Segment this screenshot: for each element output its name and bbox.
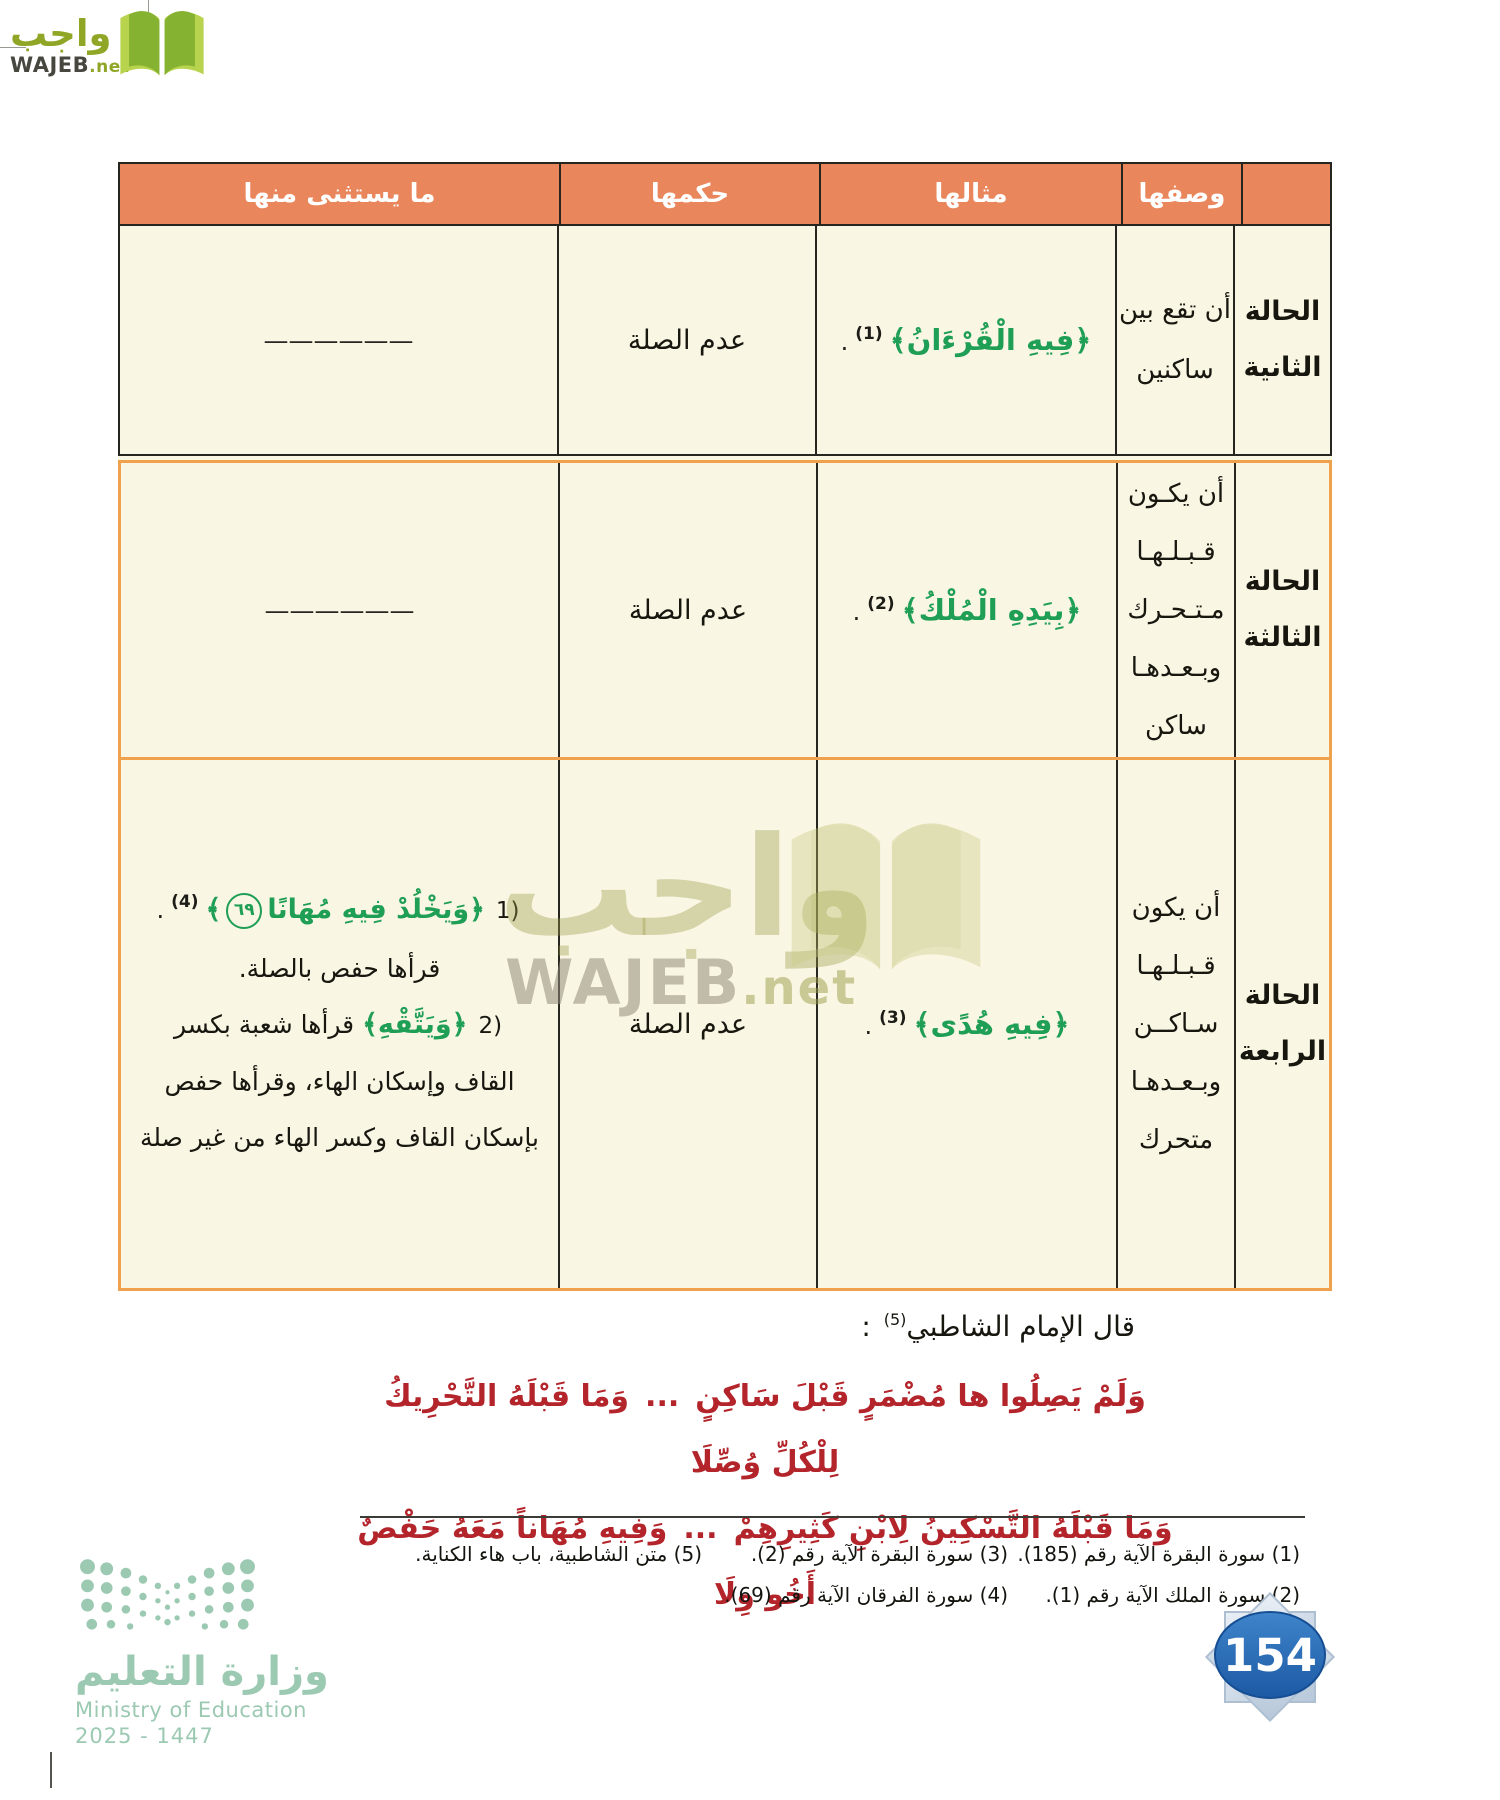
footnotes-column-2: (3) سورة البقرة الآية رقم (2). (4) سورة … xyxy=(724,1534,1008,1616)
header-description: وصفها xyxy=(1123,164,1243,224)
footnote-ref: (5) xyxy=(883,1310,907,1329)
shatibi-heading: قال الإمام الشاطبي(5) : xyxy=(861,1310,1135,1343)
ministry-logo: وزارة التعليم Ministry of Education 2025… xyxy=(75,1556,329,1748)
footnote-divider xyxy=(360,1516,1305,1518)
cell-exceptions-case3: —————— xyxy=(121,463,560,757)
ministry-name-english: Ministry of Education xyxy=(75,1698,307,1722)
cell-ruling-case4: عدم الصلة xyxy=(560,760,818,1288)
quran-citation: ﴿بِيَدِهِ الْمُلْكُ﴾(2). xyxy=(852,593,1082,627)
cell-case2-label: الحالة الثانية xyxy=(1243,296,1322,383)
footnote-5: (5) متن الشاطبية، باب هاء الكناية. xyxy=(415,1542,702,1566)
reg-mark-top-horizontal xyxy=(0,47,26,48)
table-row-case4: 1) ﴿وَيَخْلُدْ فِيهِ مُهَانًا٦٩﴾(4). قرأ… xyxy=(121,760,1329,1288)
footnote-4: (4) سورة الفرقان الآية رقم (69). xyxy=(724,1583,1008,1607)
wajeb-logo-latin: WAJEB.net xyxy=(10,53,129,78)
ministry-name-arabic: وزارة التعليم xyxy=(75,1649,329,1695)
wajeb-logo-text: واجب WAJEB.net xyxy=(10,6,129,78)
cell-exceptions-case2: —————— xyxy=(120,226,559,454)
ayah-number-circle: ٦٩ xyxy=(226,893,263,929)
exception-item-1-note: قرأها حفص بالصلة. xyxy=(238,954,441,983)
footnotes-column-1: (1) سورة البقرة الآية رقم (185). (2) سور… xyxy=(1017,1534,1300,1616)
exception-item-2-line2: القاف وإسكان الهاء، وقرأها حفص xyxy=(164,1067,515,1096)
wajeb-logo-tld: .net xyxy=(89,57,130,77)
header-example: مثالها xyxy=(821,164,1123,224)
header-exceptions: ما يستثنى منها xyxy=(120,164,561,224)
table-body-highlighted: —————— عدم الصلة ﴿بِيَدِهِ الْمُلْكُ﴾(2)… xyxy=(118,460,1332,1291)
quran-citation: ﴿فِيهِ الْقُرْءَانُ﴾(1). xyxy=(840,323,1092,357)
footnote-ref: (4) xyxy=(171,892,199,912)
tajweed-cases-table: ما يستثنى منها حكمها مثالها وصفها ——————… xyxy=(118,162,1332,1291)
footnote-ref: (3) xyxy=(879,1008,907,1028)
table-body-first: —————— عدم الصلة ﴿فِيهِ الْقُرْءَانُ﴾(1)… xyxy=(118,226,1332,456)
cell-example-case4: ﴿فِيهِ هُدًى﴾(3). xyxy=(818,760,1118,1288)
header-ruling: حكمها xyxy=(561,164,821,224)
exception-item-2-line3: بإسكان القاف وكسر الهاء من غير صلة xyxy=(140,1123,539,1152)
cell-description-case2: أن تقع بين ساكنين xyxy=(1117,226,1235,454)
footnotes-column-3: (5) متن الشاطبية، باب هاء الكناية. xyxy=(415,1534,702,1575)
footnote-2: (2) سورة الملك الآية رقم (1). xyxy=(1045,1583,1300,1607)
cell-description-case3: أن يكـون قـبـلـهـا مـتـحـرك وبـعـدهـا سا… xyxy=(1118,463,1236,757)
exception-item-2: 2) ﴿وَيَتَّقْهِ﴾ قرأها شعبة بكسر xyxy=(173,1009,503,1040)
wajeb-logo-latin-name: WAJEB xyxy=(10,53,90,77)
cell-ruling-case2: عدم الصلة xyxy=(559,226,817,454)
quran-citation: ﴿فِيهِ هُدًى﴾(3). xyxy=(864,1007,1070,1041)
dash-placeholder: —————— xyxy=(263,325,414,355)
wajeb-logo-arabic: واجب xyxy=(10,12,112,55)
cell-case4-label: الحالة الرابعة xyxy=(1238,980,1327,1067)
table-header-row: ما يستثنى منها حكمها مثالها وصفها xyxy=(118,162,1332,226)
exceptions-text-case4: 1) ﴿وَيَخْلُدْ فِيهِ مُهَانًا٦٩﴾(4). قرأ… xyxy=(121,882,558,1166)
exception-item-1: 1) ﴿وَيَخْلُدْ فِيهِ مُهَانًا٦٩﴾(4). xyxy=(129,882,550,941)
table-row-case3: —————— عدم الصلة ﴿بِيَدِهِ الْمُلْكُ﴾(2)… xyxy=(121,463,1329,760)
dash-placeholder: —————— xyxy=(264,595,415,625)
footnote-3: (3) سورة البقرة الآية رقم (2). xyxy=(750,1542,1008,1566)
page-number: 154 xyxy=(1223,1629,1317,1682)
cell-example-case3: ﴿بِيَدِهِ الْمُلْكُ﴾(2). xyxy=(818,463,1118,757)
cell-ruling-case3: عدم الصلة xyxy=(560,463,818,757)
footnote-1: (1) سورة البقرة الآية رقم (185). xyxy=(1017,1542,1300,1566)
reg-mark-bottom-vertical xyxy=(50,1752,52,1788)
header-case xyxy=(1243,164,1330,224)
open-book-icon xyxy=(120,11,204,76)
cell-example-case2: ﴿فِيهِ الْقُرْءَانُ﴾(1). xyxy=(817,226,1117,454)
cell-exceptions-case4: 1) ﴿وَيَخْلُدْ فِيهِ مُهَانًا٦٩﴾(4). قرأ… xyxy=(121,760,560,1288)
poem-line-1: وَلَمْ يَصِلُوا ها مُضْمَرٍ قَبْلَ سَاكِ… xyxy=(384,1379,1146,1480)
ministry-years: 2025 - 1447 xyxy=(75,1724,214,1748)
cell-case3-label: الحالة الثالثة xyxy=(1243,566,1322,653)
ministry-logo-dots xyxy=(80,1559,255,1630)
footnote-ref: (1) xyxy=(855,324,883,344)
page-number-badge: 154 xyxy=(1204,1591,1336,1723)
wajeb-logo: واجب WAJEB.net xyxy=(10,6,214,84)
footnote-ref: (2) xyxy=(867,594,895,614)
table-row-case2: —————— عدم الصلة ﴿فِيهِ الْقُرْءَانُ﴾(1)… xyxy=(120,226,1330,454)
cell-description-case4: أن يكون قـبـلـهـا سـاكــن وبـعـدهـا متحر… xyxy=(1118,760,1236,1288)
